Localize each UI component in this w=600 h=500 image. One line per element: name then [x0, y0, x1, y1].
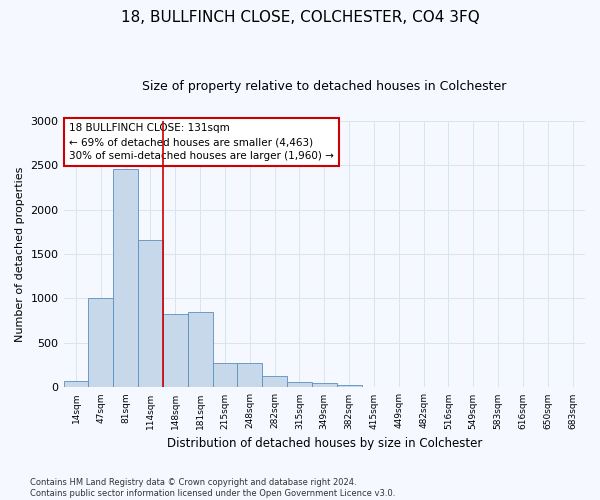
- Bar: [238, 364, 262, 388]
- Bar: [262, 376, 287, 388]
- Bar: [287, 382, 312, 388]
- Title: Size of property relative to detached houses in Colchester: Size of property relative to detached ho…: [142, 80, 506, 93]
- Text: 18 BULLFINCH CLOSE: 131sqm
← 69% of detached houses are smaller (4,463)
30% of s: 18 BULLFINCH CLOSE: 131sqm ← 69% of deta…: [69, 123, 334, 161]
- Bar: [163, 314, 188, 388]
- Bar: [64, 381, 88, 388]
- Bar: [212, 364, 238, 388]
- Text: Contains HM Land Registry data © Crown copyright and database right 2024.
Contai: Contains HM Land Registry data © Crown c…: [30, 478, 395, 498]
- Bar: [113, 170, 138, 388]
- Bar: [188, 312, 212, 388]
- X-axis label: Distribution of detached houses by size in Colchester: Distribution of detached houses by size …: [167, 437, 482, 450]
- Bar: [312, 382, 337, 388]
- Y-axis label: Number of detached properties: Number of detached properties: [15, 166, 25, 342]
- Bar: [138, 240, 163, 388]
- Text: 18, BULLFINCH CLOSE, COLCHESTER, CO4 3FQ: 18, BULLFINCH CLOSE, COLCHESTER, CO4 3FQ: [121, 10, 479, 25]
- Bar: [337, 385, 362, 388]
- Bar: [88, 298, 113, 388]
